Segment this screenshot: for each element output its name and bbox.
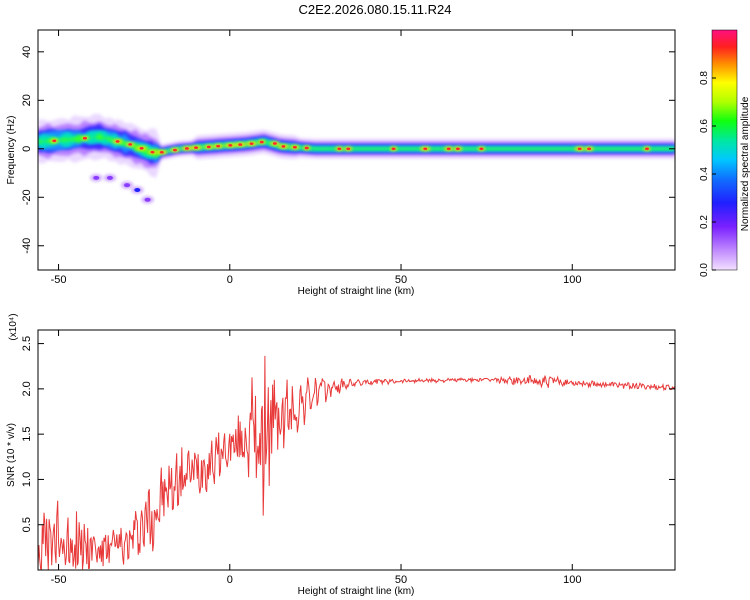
spectrogram-peak	[128, 143, 133, 146]
spectrogram-peak	[194, 146, 199, 149]
spectrogram-peak	[184, 147, 189, 150]
x-axis-ticks: -50 0 50 100	[51, 330, 581, 586]
y-tick-label: -40	[21, 238, 33, 254]
colorbar: 0.0 0.2 0.4 0.6 0.8 Normalized spectral ampl…	[699, 29, 750, 277]
spectrogram-peak	[644, 147, 649, 151]
colorbar-label: Normalized spectral amplitude	[740, 96, 750, 231]
spectrogram-heatmap	[38, 113, 675, 204]
snr-panel: -50 0 50 100 0.5 1.0 1.5 2.0 2.5 Height of stra…	[6, 313, 676, 597]
spectrogram-peak	[82, 136, 87, 140]
x-tick-label: 100	[563, 274, 581, 286]
spectrogram-peak	[228, 144, 233, 147]
y-axis-label: Frequency (Hz)	[6, 116, 17, 185]
y-tick-label: 2.5	[21, 336, 33, 351]
y-tick-label: 1.0	[21, 472, 33, 487]
spectrogram-peak	[587, 147, 592, 151]
spectrogram-peak	[150, 150, 155, 154]
x-tick-label: -50	[51, 274, 67, 286]
x-axis-label: Height of straight line (km)	[298, 586, 415, 597]
spectrogram-scatter-blob	[124, 183, 131, 188]
spectrogram-peak	[52, 139, 57, 143]
x-tick-label: -50	[51, 574, 67, 586]
spectrogram-peak	[249, 142, 254, 145]
colorbar-tick-label: 0.0	[699, 263, 710, 277]
chart-title: C2E2.2026.080.15.11.R24	[299, 2, 452, 17]
colorbar-tick-label: 0.6	[699, 119, 710, 133]
spectrogram-scatter-blob	[144, 197, 151, 202]
spectrogram-peak	[446, 147, 451, 151]
y-tick-label: 0.5	[21, 517, 33, 532]
spectrogram-peak	[304, 146, 309, 150]
spectrogram-peak	[455, 147, 460, 151]
x-tick-label: 50	[395, 274, 407, 286]
x-tick-label: 50	[395, 574, 407, 586]
spectrogram-peak	[346, 147, 351, 151]
spectrogram-peak	[577, 147, 582, 151]
y-tick-label: 2.0	[21, 381, 33, 396]
spectrogram-peak	[272, 142, 277, 145]
spectrogram-band-layer	[38, 130, 675, 160]
spectrogram-peak	[292, 145, 297, 149]
spectrogram-peak	[337, 147, 342, 151]
snr-frame	[37, 329, 676, 571]
colorbar-tick-label: 0.2	[699, 215, 710, 229]
colorbar-tick-label: 0.8	[699, 71, 710, 85]
spectrogram-peak	[391, 147, 396, 151]
spectrogram-peak	[172, 148, 177, 152]
spectrogram-peak	[206, 145, 211, 149]
y-axis-multiplier: (x10⁴)	[8, 313, 19, 340]
y-tick-label: 0	[21, 146, 33, 152]
spectrogram-peak	[479, 147, 484, 151]
spectrogram-frame	[37, 29, 676, 271]
spectrogram-peak	[281, 145, 286, 148]
x-tick-label: 0	[227, 274, 233, 286]
spectrogram-peak	[259, 140, 264, 144]
spectrogram-peak	[159, 150, 164, 154]
spectrogram-scatter-blob	[106, 175, 113, 180]
y-tick-label: 20	[21, 94, 33, 106]
colorbar-tick-label: 0.4	[699, 167, 710, 181]
spectrogram-peak	[238, 143, 243, 146]
spectrogram-band-layer	[38, 133, 675, 159]
x-axis-ticks: -50 0 50 100	[51, 30, 581, 286]
x-tick-label: 100	[563, 574, 581, 586]
y-tick-label: 1.5	[21, 427, 33, 442]
snr-series-line	[38, 355, 675, 570]
spectrogram-peak	[115, 140, 120, 143]
spectrogram-panel: -50 0 50 100 -40 -20 0 20 40 Height of straight…	[6, 29, 676, 297]
spectrogram-scatter-blob	[93, 175, 100, 180]
colorbar-gradient	[711, 29, 738, 271]
y-tick-label: -20	[21, 189, 33, 205]
y-axis-ticks: -40 -20 0 20 40	[21, 46, 675, 254]
y-axis-label: SNR (10 * v/v)	[6, 423, 17, 487]
spectrogram-peak	[139, 147, 144, 150]
spectrogram-scatter-blob	[134, 188, 141, 192]
spectrogram-peak	[423, 147, 428, 151]
colorbar-ticks: 0.0 0.2 0.4 0.6 0.8	[699, 71, 716, 277]
x-axis-label: Height of straight line (km)	[298, 286, 415, 297]
spectrogram-peak	[216, 144, 221, 148]
spectrogram-band-layer	[38, 123, 675, 165]
y-axis-ticks: 0.5 1.0 1.5 2.0 2.5	[21, 336, 675, 532]
x-tick-label: 0	[227, 574, 233, 586]
y-tick-label: 40	[21, 46, 33, 58]
